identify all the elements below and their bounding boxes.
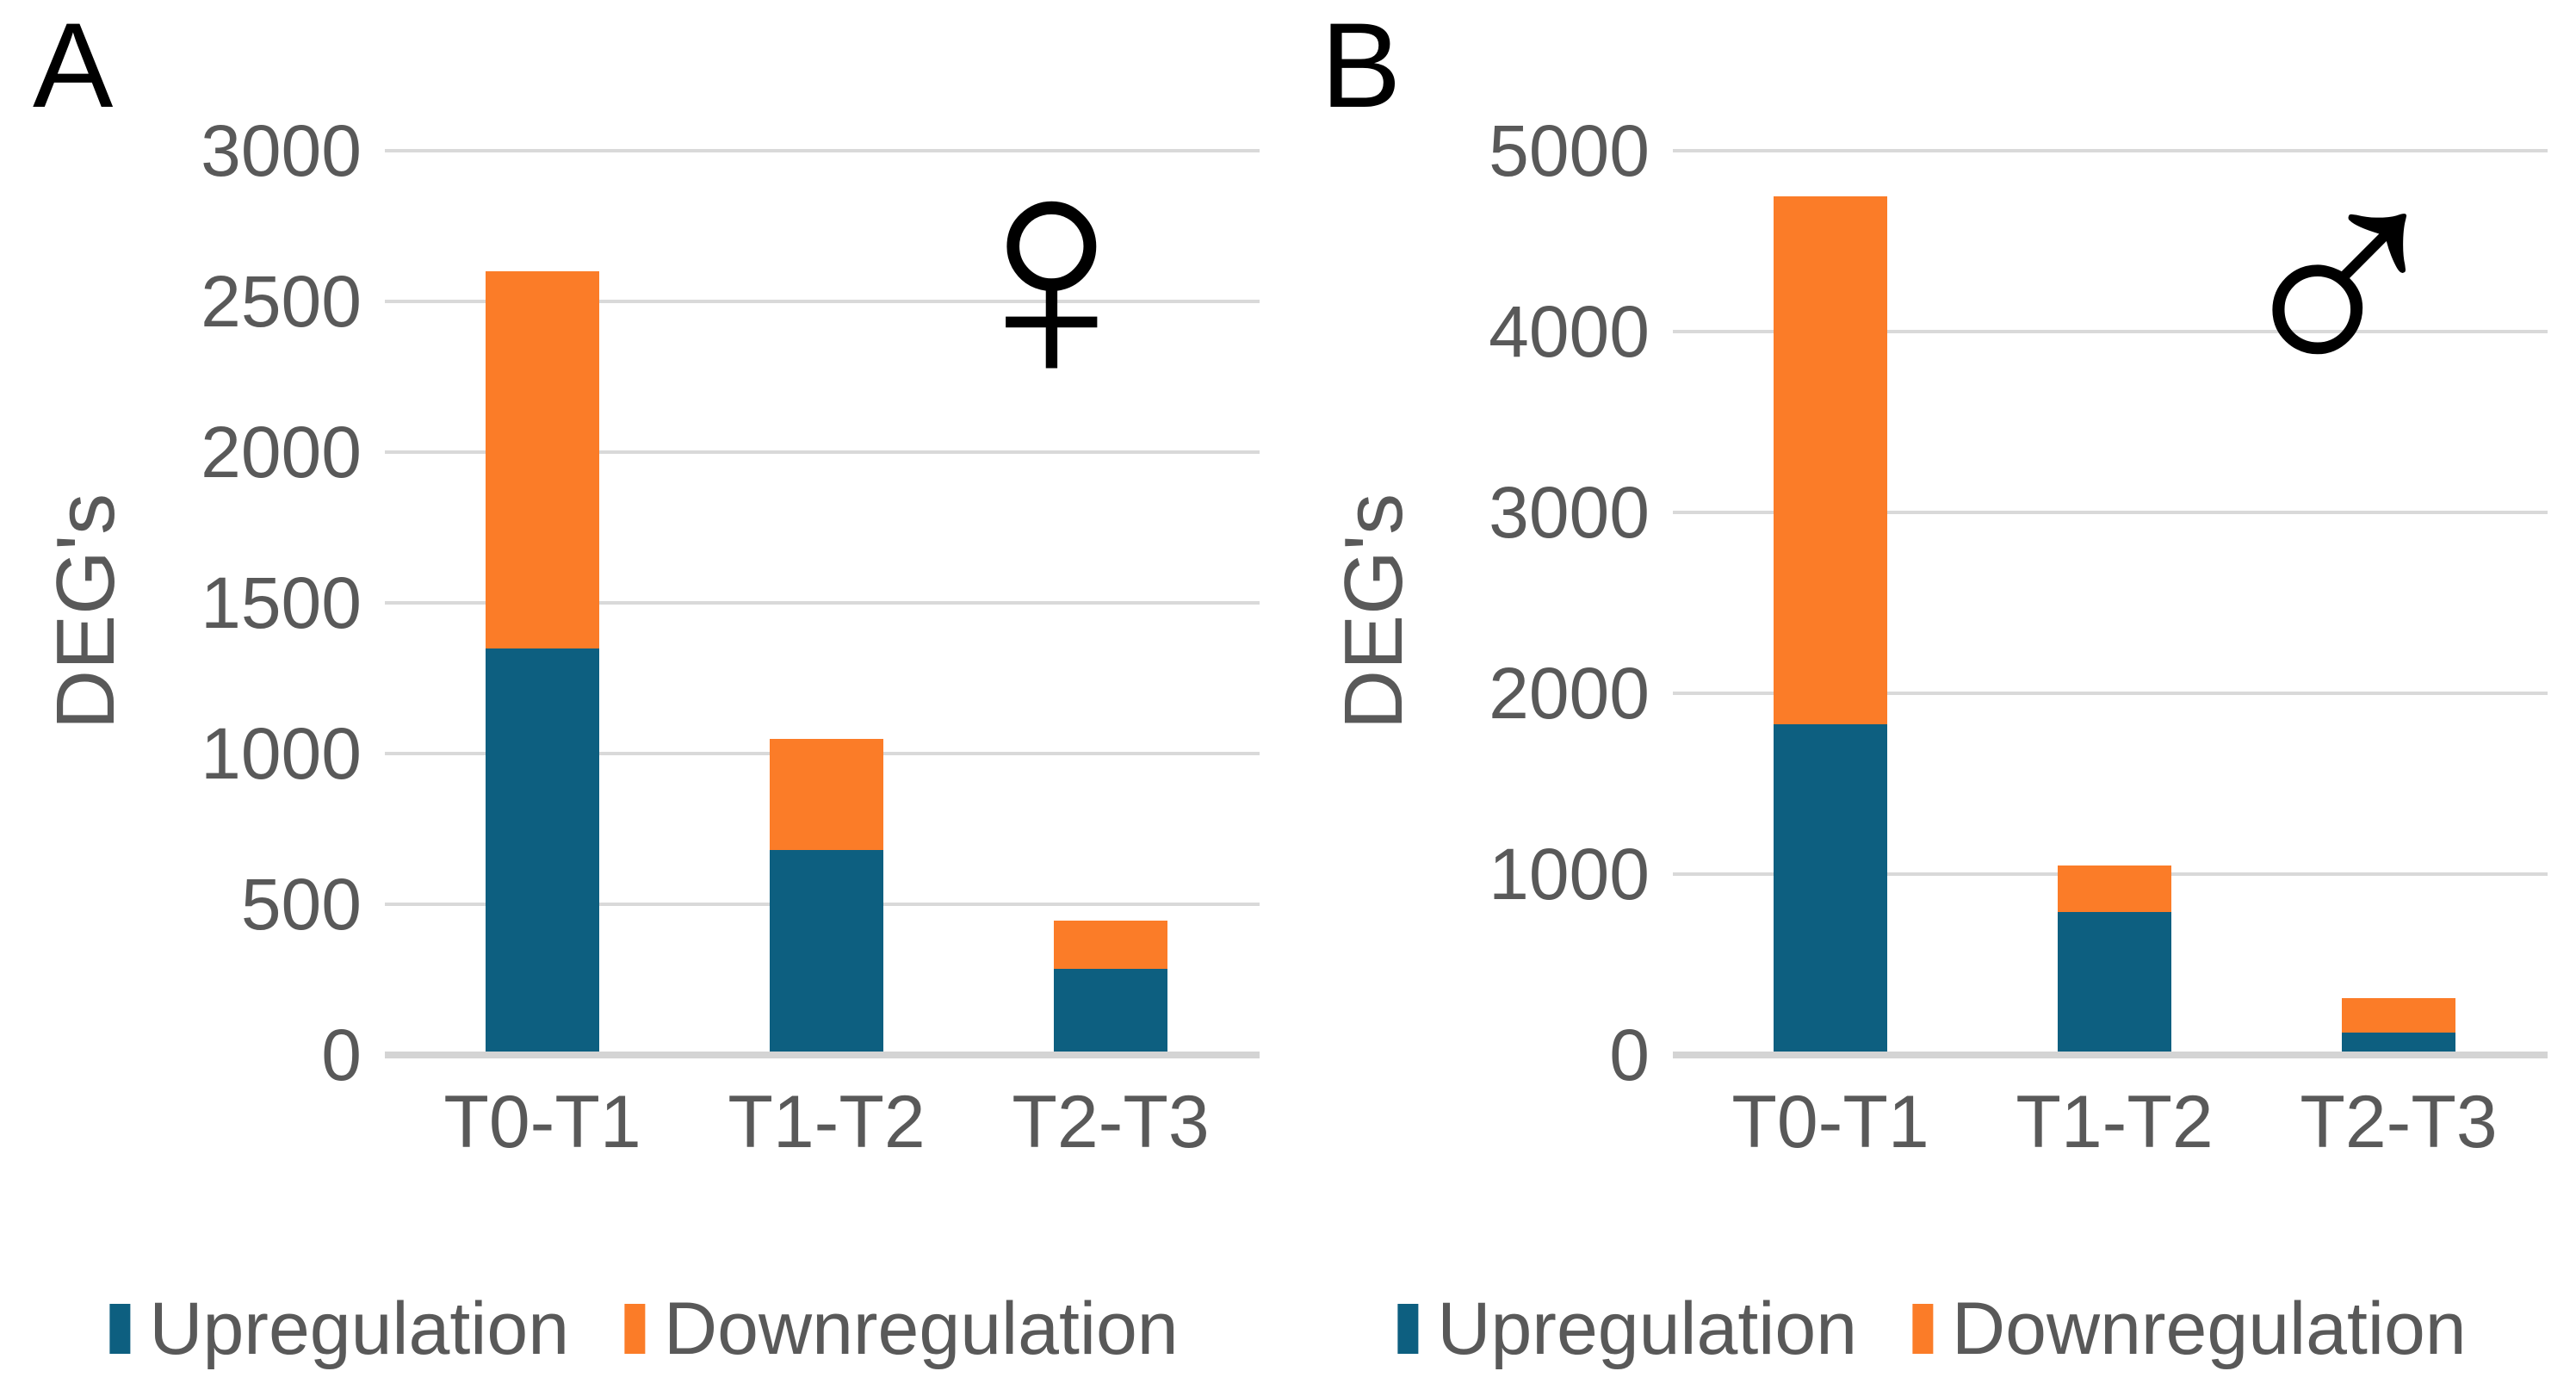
upregulation-segment [2058, 912, 2171, 1055]
bars-a [400, 151, 1253, 1055]
bar-slot [684, 151, 969, 1055]
legend-item-upregulation: Upregulation [1397, 1292, 1857, 1366]
bar-slot [2257, 151, 2541, 1055]
x-axis-line-b [1673, 1052, 2548, 1058]
upregulation-segment [486, 648, 599, 1055]
y-tick-label: 500 [240, 864, 362, 945]
y-axis-title-a: DEG's [40, 493, 132, 730]
legend-label-downregulation: Downregulation [1952, 1287, 2467, 1370]
stacked-bar-t2-t3 [1054, 151, 1167, 1055]
downregulation-segment [2342, 997, 2455, 1033]
y-tick-label: 1000 [201, 713, 362, 794]
y-tick-label: 1000 [1489, 834, 1650, 915]
gridline [1673, 149, 2548, 152]
y-tick-label: 0 [321, 1014, 362, 1095]
x-tick-label: T0-T1 [1731, 1081, 1929, 1163]
panel-label-b: B [1321, 0, 1402, 133]
legend-item-upregulation: Upregulation [109, 1292, 569, 1366]
bar-slot [1688, 151, 1972, 1055]
upregulation-segment [1054, 969, 1167, 1055]
legend-label-upregulation: Upregulation [149, 1287, 570, 1370]
female-sign-icon: ♀ [932, 93, 1172, 449]
y-tick-label: 3000 [201, 110, 362, 191]
gridline [1673, 511, 2548, 514]
y-axis-ticks-b: 0 1000 2000 3000 4000 5000 [1417, 115, 1650, 1091]
y-tick-label: 3000 [1489, 472, 1650, 553]
upregulation-segment [2342, 1032, 2455, 1055]
downregulation-swatch-icon [1912, 1304, 1934, 1354]
bar-slot [400, 151, 684, 1055]
x-tick-label: T1-T2 [728, 1081, 926, 1163]
gridline [1673, 330, 2548, 333]
upregulation-swatch-icon [1397, 1304, 1419, 1354]
y-tick-label: 0 [1609, 1014, 1650, 1095]
legend-b: Upregulation Downregulation [1397, 1292, 2467, 1366]
y-tick-label: 2500 [201, 261, 362, 342]
stacked-bar-t1-t2 [770, 151, 883, 1055]
gridline [385, 300, 1260, 303]
stacked-bar-t2-t3 [2342, 151, 2455, 1055]
y-tick-label: 1500 [201, 562, 362, 643]
panel-a: A DEG's 0 500 1000 1500 2000 2500 3000 ♀ T0-T1… [33, 0, 1260, 1366]
plot-area-a: ♀ [385, 112, 1260, 1058]
legend-label-downregulation: Downregulation [664, 1287, 1179, 1370]
y-tick-label: 2000 [1489, 653, 1650, 734]
x-axis-labels-b: T0-T1 T1-T2 T2-T3 [1688, 1085, 2541, 1159]
stacked-bar-t0-t1 [1774, 151, 1887, 1055]
downregulation-segment [770, 738, 883, 850]
legend-item-downregulation: Downregulation [1912, 1292, 2467, 1366]
panel-b: B DEG's 0 1000 2000 3000 4000 5000 ♂ T0-T1 T1-… [1288, 0, 2576, 1396]
x-tick-label: T1-T2 [2016, 1081, 2214, 1163]
bar-slot [1972, 151, 2257, 1055]
male-sign-icon: ♂ [2220, 93, 2460, 449]
legend-item-downregulation: Downregulation [624, 1292, 1179, 1366]
downregulation-segment [486, 271, 599, 648]
gridline [385, 450, 1260, 454]
y-tick-label: 4000 [1489, 291, 1650, 372]
plot-area-b: ♂ [1673, 112, 2548, 1058]
y-axis-ticks-a: 0 500 1000 1500 2000 2500 3000 [129, 115, 362, 1091]
downregulation-segment [1774, 195, 1887, 724]
y-tick-label: 2000 [201, 412, 362, 493]
gridline [385, 149, 1260, 152]
stacked-bar-t0-t1 [486, 151, 599, 1055]
legend-a: Upregulation Downregulation [109, 1292, 1179, 1366]
upregulation-segment [770, 850, 883, 1055]
x-tick-label: T0-T1 [443, 1081, 641, 1163]
upregulation-segment [1774, 723, 1887, 1055]
bar-slot [969, 151, 1253, 1055]
gridline [385, 601, 1260, 605]
stacked-bar-t1-t2 [2058, 151, 2171, 1055]
y-tick-label: 5000 [1489, 110, 1650, 191]
downregulation-segment [1054, 921, 1167, 970]
upregulation-swatch-icon [109, 1304, 131, 1354]
legend-label-upregulation: Upregulation [1437, 1287, 1858, 1370]
downregulation-segment [2058, 865, 2171, 913]
x-tick-label: T2-T3 [2300, 1081, 2498, 1163]
y-axis-title-b: DEG's [1328, 493, 1420, 730]
x-tick-label: T2-T3 [1012, 1081, 1210, 1163]
x-axis-line-a [385, 1052, 1260, 1058]
panel-label-a: A [33, 0, 114, 133]
downregulation-swatch-icon [624, 1304, 646, 1354]
gridline [1673, 692, 2548, 695]
bars-b [1688, 151, 2541, 1055]
x-axis-labels-a: T0-T1 T1-T2 T2-T3 [400, 1085, 1253, 1159]
